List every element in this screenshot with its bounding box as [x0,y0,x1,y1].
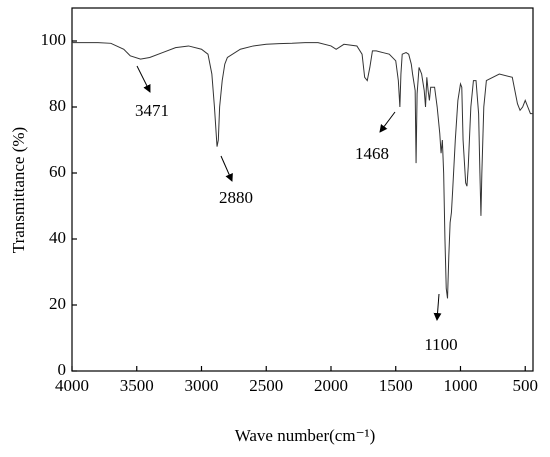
annotation: 1100 [424,335,457,354]
x-tick-label: 1000 [443,376,477,395]
x-tick-label: 1500 [379,376,413,395]
y-axis-label: Transmittance (%) [9,127,28,253]
annotation-arrow [220,155,233,182]
y-tick-label: 40 [49,228,66,247]
y-tick-label: 80 [49,96,66,115]
y-tick-label: 0 [58,360,67,379]
y-tick-label: 100 [41,30,67,49]
x-tick-label: 4000 [55,376,89,395]
annotation: 3471 [135,101,169,120]
annotation-arrow [136,65,151,93]
x-tick-label: 2500 [249,376,283,395]
annotation-arrow [379,111,396,133]
x-tick-label: 3500 [120,376,154,395]
plot-frame [71,7,534,372]
x-tick-label: 2000 [314,376,348,395]
x-axis-label: Wave number(cm⁻¹) [235,426,376,445]
spectrum-line [72,42,533,299]
annotation-arrow [433,293,442,321]
annotation: 1468 [355,144,389,163]
y-tick-label: 60 [49,162,66,181]
y-tick-label: 20 [49,294,66,313]
x-tick-label: 3000 [184,376,218,395]
x-tick-label: 500 [512,376,538,395]
annotation: 2880 [219,188,253,207]
